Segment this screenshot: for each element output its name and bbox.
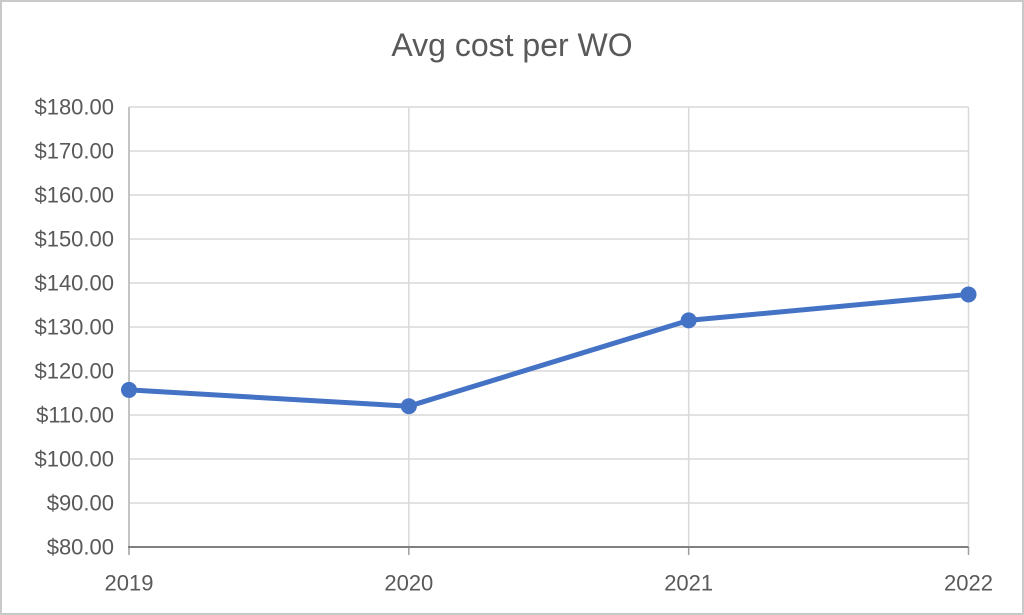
chart-title: Avg cost per WO bbox=[391, 27, 633, 63]
data-line bbox=[126, 291, 971, 409]
y-axis-tick-label: $140.00 bbox=[34, 271, 114, 296]
data-point bbox=[121, 381, 137, 398]
x-axis-tick-label: 2020 bbox=[384, 571, 433, 596]
y-axis-tick-label: $150.00 bbox=[34, 227, 114, 252]
y-axis-tick-label: $100.00 bbox=[34, 447, 114, 472]
y-axis-tick-label: $180.00 bbox=[34, 95, 114, 120]
x-axis-tick-label: 2022 bbox=[944, 571, 993, 596]
y-axis-tick-label: $170.00 bbox=[34, 139, 114, 164]
x-axis-tick-label: 2021 bbox=[664, 571, 713, 596]
y-axis-tick-label: $90.00 bbox=[47, 491, 114, 516]
y-axis-tick-label: $110.00 bbox=[36, 403, 114, 428]
data-point bbox=[400, 398, 417, 415]
data-point bbox=[680, 312, 697, 329]
data-point bbox=[960, 286, 977, 303]
y-axis-tick-label: $130.00 bbox=[34, 315, 114, 340]
y-axis-tick-label: $120.00 bbox=[34, 359, 114, 384]
x-axis-tick-label: 2019 bbox=[105, 571, 154, 596]
y-axis-tick-label: $160.00 bbox=[34, 183, 114, 208]
y-axis-tick-label: $80.00 bbox=[47, 535, 114, 560]
